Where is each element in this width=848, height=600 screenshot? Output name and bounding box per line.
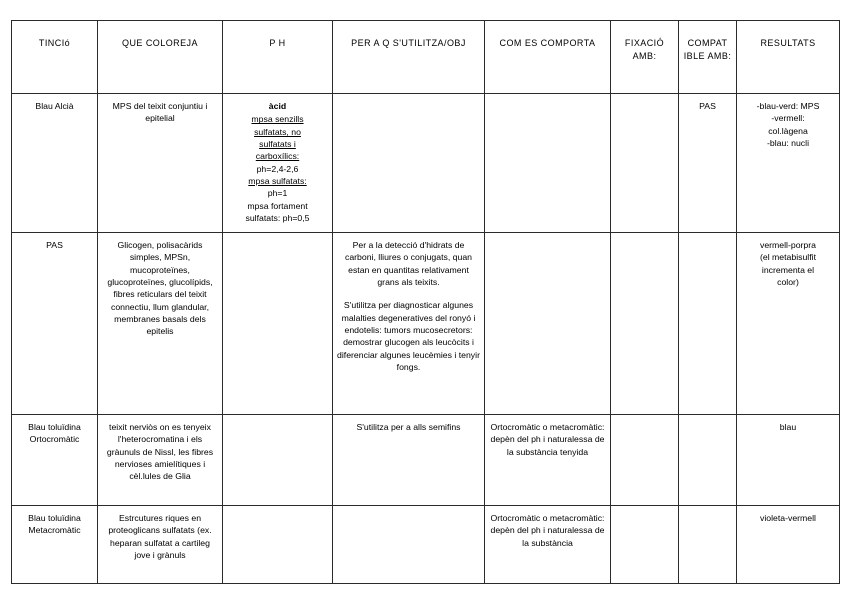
column-header-compatible: COMPAT IBLE AMB: — [678, 20, 737, 94]
ph-line-7: ph=1 — [267, 188, 288, 199]
cell-text: Ortocromàtic o metacromàtic: depèn del p… — [490, 422, 607, 457]
ph-line-8: mpsa fortament — [247, 200, 308, 211]
cell-text: vermell-porpra (el metabisulfit incremen… — [759, 240, 816, 288]
ph-line-1: mpsa senzills — [251, 114, 304, 125]
ph-lines: àcid mpsa senzills sulfatats, no sulfatats … — [227, 100, 328, 224]
column-header-coloreja: QUE COLOREJA — [97, 20, 223, 94]
cell-compatible: PAS — [678, 93, 737, 233]
cell-coloreja: MPS del teixit conjuntiu i epitelial — [97, 93, 223, 233]
cell-text: PAS — [46, 240, 63, 250]
ph-line-6: mpsa sulfatats: — [248, 176, 307, 187]
cell-text: Glicogen, polisacàrids simples, MPSn, mu… — [107, 240, 216, 337]
ph-line-0: àcid — [268, 101, 287, 111]
histology-stains-table: TINCIó QUE COLOREJA P H PER A Q S'UTILIT… — [11, 20, 840, 584]
cell-ph — [222, 414, 333, 506]
ph-line-3: sulfatats i — [259, 139, 296, 150]
cell-comporta — [484, 232, 611, 415]
cell-text: Blau toluïdina Ortocromàtic — [28, 422, 81, 445]
column-header-tincio: TINCIó — [11, 20, 98, 94]
cell-fixacio — [610, 93, 679, 233]
cell-utilitza — [332, 93, 485, 233]
ph-line-9: sulfatats: ph=0,5 — [245, 213, 310, 224]
cell-tincio: Blau Alcià — [11, 93, 98, 233]
column-header-utilitza: PER A Q S'UTILITZA/OBJ — [332, 20, 485, 94]
ph-line-2: sulfatats, no — [254, 126, 301, 137]
cell-ph — [222, 505, 333, 584]
paragraph-list: S'utilitza per a alls semifins — [337, 421, 480, 433]
cell-text: Blau Alcià — [35, 101, 74, 111]
cell-ph — [222, 232, 333, 415]
cell-fixacio — [610, 505, 679, 584]
table-body: Blau Alcià MPS del teixit conjuntiu i ep… — [11, 93, 840, 584]
table-row: PAS Glicogen, polisacàrids simples, MPSn… — [11, 232, 840, 415]
column-header-fixacio: FIXACIÓ AMB: — [610, 20, 679, 94]
cell-utilitza: Per a la detecció d'hidrats de carboni, … — [332, 232, 485, 415]
cell-fixacio — [610, 232, 679, 415]
paragraph-1: S'utilitza per diagnosticar algunes mala… — [337, 300, 480, 373]
ph-line-4: carboxílics: — [255, 151, 300, 162]
column-header-ph: P H — [222, 20, 333, 94]
cell-tincio: Blau toluïdina Metacromàtic — [11, 505, 98, 584]
cell-text: violeta-vermell — [759, 513, 816, 523]
cell-comporta: Ortocromàtic o metacromàtic: depèn del p… — [484, 414, 611, 506]
cell-tincio: PAS — [11, 232, 98, 415]
cell-resultats: vermell-porpra (el metabisulfit incremen… — [736, 232, 840, 415]
cell-text: teixit nerviòs on es tenyeix l'heterocro… — [106, 422, 216, 482]
cell-resultats: violeta-vermell — [736, 505, 840, 584]
table-row: Blau toluïdina Ortocromàtic teixit nervi… — [11, 414, 840, 506]
table-header: TINCIó QUE COLOREJA P H PER A Q S'UTILIT… — [11, 20, 840, 94]
cell-comporta: Ortocromàtic o metacromàtic: depèn del p… — [484, 505, 611, 584]
cell-resultats: -blau-verd: MPS -vermell: col.làgena -bl… — [736, 93, 840, 233]
cell-text: -blau-verd: MPS -vermell: col.làgena -bl… — [756, 101, 820, 149]
cell-compatible — [678, 414, 737, 506]
cell-text: PAS — [699, 101, 716, 111]
column-header-comporta: COM ES COMPORTA — [484, 20, 611, 94]
table-row: Blau toluïdina Metacromàtic Estrcutures … — [11, 505, 840, 584]
paragraph-0: S'utilitza per a alls semifins — [356, 422, 461, 432]
cell-compatible — [678, 505, 737, 584]
cell-text: blau — [779, 422, 797, 432]
cell-utilitza — [332, 505, 485, 584]
table-row: Blau Alcià MPS del teixit conjuntiu i ep… — [11, 93, 840, 233]
cell-tincio: Blau toluïdina Ortocromàtic — [11, 414, 98, 506]
cell-fixacio — [610, 414, 679, 506]
cell-coloreja: Glicogen, polisacàrids simples, MPSn, mu… — [97, 232, 223, 415]
paragraph-0: Per a la detecció d'hidrats de carboni, … — [344, 240, 472, 288]
cell-utilitza: S'utilitza per a alls semifins — [332, 414, 485, 506]
cell-comporta — [484, 93, 611, 233]
cell-resultats: blau — [736, 414, 840, 506]
cell-ph: àcid mpsa senzills sulfatats, no sulfatats … — [222, 93, 333, 233]
cell-coloreja: Estrcutures riques en proteoglicans sulf… — [97, 505, 223, 584]
paragraph-list: Per a la detecció d'hidrats de carboni, … — [337, 239, 480, 373]
ph-line-5: ph=2,4-2,6 — [256, 163, 299, 174]
cell-text: MPS del teixit conjuntiu i epitelial — [112, 101, 210, 124]
cell-text: Blau toluïdina Metacromàtic — [28, 513, 81, 536]
cell-compatible — [678, 232, 737, 415]
table-header-row: TINCIó QUE COLOREJA P H PER A Q S'UTILIT… — [11, 20, 840, 94]
column-header-resultats: RESULTATS — [736, 20, 840, 94]
cell-coloreja: teixit nerviòs on es tenyeix l'heterocro… — [97, 414, 223, 506]
cell-text: Estrcutures riques en proteoglicans sulf… — [108, 513, 215, 561]
cell-text: Ortocromàtic o metacromàtic: depèn del p… — [490, 513, 607, 548]
